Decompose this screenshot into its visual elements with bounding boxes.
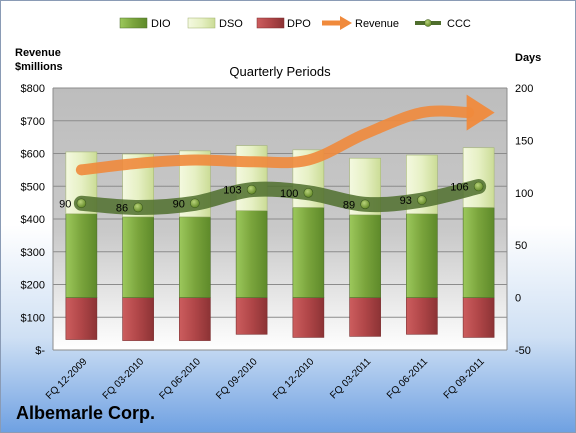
right-tick-label: 0 — [515, 293, 521, 305]
dio-bar — [65, 213, 98, 298]
category-label: FQ 06-2010 — [157, 356, 203, 402]
dpo-bar — [179, 297, 211, 341]
left-tick-label: $300 — [21, 247, 45, 259]
ccc-point — [246, 184, 257, 195]
ccc-point — [76, 198, 87, 209]
legend-swatch-dio — [119, 17, 148, 29]
ccc-point — [473, 181, 484, 192]
left-tick-label: $800 — [21, 83, 45, 95]
dio-bar — [406, 213, 438, 298]
right-tick-label: 100 — [515, 188, 533, 200]
left-tick-label: $100 — [21, 312, 45, 324]
left-tick-label: $500 — [21, 181, 45, 193]
ccc-data-label: 89 — [343, 199, 355, 211]
dio-bar — [349, 214, 381, 298]
left-axis-title-line1: Revenue — [15, 47, 61, 59]
ccc-data-label: 86 — [116, 202, 128, 214]
ccc-data-label: 100 — [280, 188, 298, 200]
category-label: FQ 12-2010 — [271, 356, 317, 402]
left-tick-label: $400 — [21, 214, 45, 226]
left-tick-label: $700 — [21, 116, 45, 128]
legend-label-dpo: DPO — [287, 18, 311, 30]
right-axis-title: Days — [515, 52, 541, 64]
dpo-bar — [462, 297, 495, 338]
dio-bar — [235, 210, 268, 298]
dso-bar — [235, 145, 268, 211]
legend: DIO DSO DPO Revenue CCC — [119, 16, 471, 30]
ccc-point — [360, 199, 370, 210]
right-tick-label: 150 — [515, 135, 533, 147]
left-tick-label: $200 — [21, 280, 45, 292]
ccc-data-label: 106 — [450, 182, 468, 194]
dpo-bar — [406, 297, 438, 335]
category-label: FQ 09-2011 — [442, 356, 487, 401]
dio-bar — [122, 216, 154, 298]
ccc-data-label: 90 — [173, 198, 185, 210]
dpo-bar — [349, 297, 381, 337]
ccc-data-label: 93 — [400, 195, 412, 207]
left-axis: $- $100 $200 $300 $400 $500 $600 $700 $800 — [21, 83, 46, 357]
category-label: FQ 06-2011 — [385, 356, 430, 401]
ccc-data-label: 103 — [223, 185, 241, 197]
category-axis: FQ 12-2009 FQ 03-2010 FQ 06-2010 FQ 09-2010… — [44, 356, 487, 402]
ccc-line-group: 90 86 90 103 100 89 93 106 — [59, 179, 487, 215]
ccc-point — [133, 202, 143, 213]
category-label: FQ 12-2009 — [44, 356, 90, 402]
right-tick-label: 200 — [515, 83, 533, 95]
dpo-bar — [292, 297, 325, 338]
legend-label-dso: DSO — [219, 18, 243, 30]
legend-revenue-arrow-icon — [322, 16, 352, 30]
legend-label-ccc: CCC — [447, 18, 471, 30]
ccc-point — [417, 195, 427, 205]
dio-bar — [292, 207, 325, 298]
revenue-arrowhead — [466, 94, 495, 131]
right-tick-label: -50 — [515, 345, 531, 357]
category-label: FQ 09-2010 — [214, 356, 260, 402]
ccc-point — [303, 188, 314, 198]
dso-bar — [462, 147, 495, 208]
left-tick-label: $600 — [21, 149, 45, 161]
right-tick-label: 50 — [515, 240, 527, 252]
left-axis-title-line2: $millions — [15, 61, 63, 73]
dio-bar — [462, 207, 495, 298]
dpo-bar — [122, 297, 154, 341]
legend-label-revenue: Revenue — [355, 18, 399, 30]
legend-label-dio: DIO — [151, 18, 171, 30]
company-name: Albemarle Corp. — [16, 403, 156, 423]
category-label: FQ 03-2010 — [101, 356, 147, 402]
dpo-bar — [65, 297, 98, 340]
category-label: FQ 03-2011 — [328, 356, 373, 401]
right-axis: -50 0 50 100 150 200 — [515, 83, 533, 357]
chart-title: Quarterly Periods — [229, 64, 331, 79]
ccc-data-label: 90 — [59, 198, 71, 210]
ccc-point — [190, 198, 200, 209]
legend-swatch-dso — [187, 17, 216, 29]
legend-swatch-dpo — [256, 17, 285, 29]
legend-ccc-line-icon — [415, 19, 441, 27]
revenue-line — [75, 105, 475, 176]
revenue-line-group — [75, 94, 495, 176]
dio-bar — [179, 216, 211, 298]
left-tick-label: $- — [35, 345, 45, 357]
dpo-bar — [235, 297, 268, 335]
